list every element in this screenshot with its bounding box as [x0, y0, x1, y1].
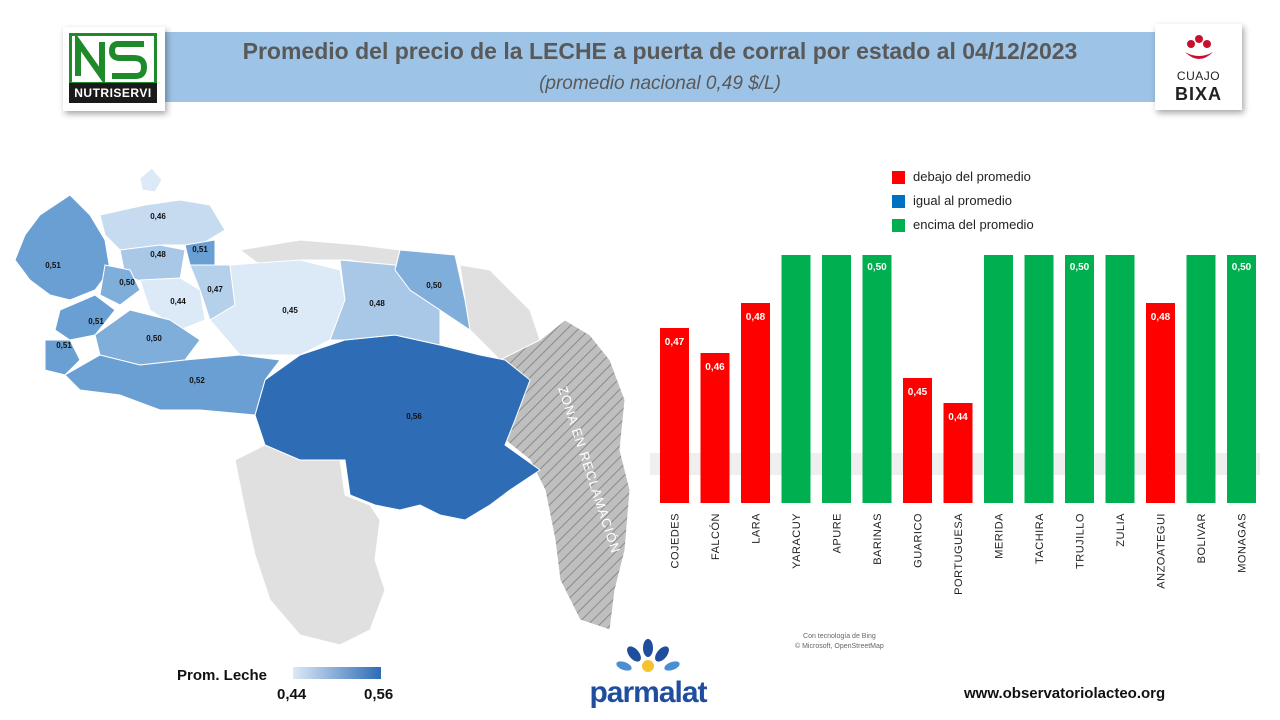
legend-label-above: encima del promedio — [913, 217, 1034, 232]
bar-barinas — [862, 255, 892, 503]
color-scale-bar — [293, 667, 381, 679]
category-label-trujillo: TRUJILLO — [1075, 513, 1087, 569]
bar-label-guarico: 0,45 — [908, 387, 928, 398]
cuajo-text: CUAJO — [1176, 69, 1221, 83]
bar-label-barinas: 0,50 — [867, 262, 887, 273]
bar-label-trujillo: 0,50 — [1070, 262, 1090, 273]
bar-guarico — [903, 378, 932, 503]
bar-trujillo — [1065, 255, 1094, 503]
map-value-anzoategui: 0,48 — [369, 299, 385, 308]
map-value-merida: 0,51 — [88, 317, 104, 326]
map-value-yaracuy: 0,51 — [192, 245, 208, 254]
website-url: www.observatoriolacteo.org — [964, 685, 1166, 702]
bar-apure — [822, 255, 851, 503]
parmalat-wordmark: parmalat — [589, 676, 707, 709]
category-label-bolivar: BOLIVAR — [1196, 513, 1208, 563]
bar-tachira — [1024, 255, 1054, 503]
map-state-apure — [64, 354, 281, 416]
map-value-monagas: 0,50 — [426, 281, 442, 290]
legend-swatch-equal — [892, 195, 905, 208]
bixa-text: BIXA — [1174, 84, 1222, 104]
legend-swatch-below — [892, 171, 905, 184]
map-credit-line1: Con tecnología de Bing — [803, 633, 876, 640]
bar-chart: 0,47COJEDES0,46FALCÓN0,48LARA0,51YARACUY… — [650, 255, 1260, 595]
nutriservi-logo: NUTRISERVI — [63, 27, 165, 111]
category-label-guarico: GUARICO — [913, 513, 925, 568]
bar-merida — [984, 255, 1013, 503]
bar-falcón — [700, 353, 730, 503]
scale-max: 0,56 — [364, 686, 394, 703]
legend-swatch-above — [892, 219, 905, 232]
category-label-tachira: TACHIRA — [1034, 513, 1046, 564]
bar-zulia — [1105, 255, 1135, 503]
bar-label-lara: 0,48 — [746, 312, 766, 323]
bar-label-monagas: 0,50 — [1232, 262, 1252, 273]
map-value-falcon: 0,46 — [150, 212, 166, 221]
map-state-portuguesa — [139, 277, 206, 331]
map-value-guarico: 0,45 — [282, 306, 298, 315]
map-state-tachira — [44, 339, 81, 376]
bar-yaracuy — [781, 255, 811, 503]
bixa-flower-icon — [1185, 35, 1213, 59]
parmalat-logo: parmalat — [578, 638, 718, 710]
category-label-merida: MERIDA — [994, 513, 1006, 559]
map-state-guarico — [209, 259, 346, 356]
map-value-barinas: 0,50 — [146, 334, 162, 343]
bar-label-cojedes: 0,47 — [665, 337, 685, 348]
map-value-cojedes: 0,47 — [207, 285, 223, 294]
scale-title: Prom. Leche — [177, 667, 268, 684]
bar-label-portuguesa: 0,44 — [948, 412, 968, 423]
map-state-trujillo — [99, 264, 141, 306]
bar-anzoategui — [1146, 303, 1175, 503]
bar-cojedes — [660, 328, 689, 503]
map-zona-reclamacion — [499, 319, 631, 631]
header-band — [165, 32, 1155, 102]
category-label-yaracuy: YARACUY — [791, 513, 803, 569]
parmalat-flower-icon — [616, 639, 680, 672]
bar-portuguesa — [943, 403, 973, 503]
map-value-tachira: 0,51 — [56, 341, 72, 350]
map-state-nueva-esparta — [139, 167, 163, 193]
cuajo-bixa-logo: CUAJO BIXA — [1155, 24, 1242, 110]
category-label-portuguesa: PORTUGUESA — [953, 513, 965, 595]
bar-label-anzoategui: 0,48 — [1151, 312, 1171, 323]
category-label-cojedes: COJEDES — [670, 513, 682, 568]
bar-lara — [741, 303, 770, 503]
map-credit-line2: © Microsoft, OpenStreetMap — [795, 643, 884, 650]
map-value-apure: 0,52 — [189, 376, 205, 385]
category-label-anzoategui: ANZOATEGUI — [1156, 513, 1168, 589]
category-label-barinas: BARINAS — [872, 513, 884, 565]
page-title: Promedio del precio de la LECHE a puerta… — [242, 38, 1078, 64]
category-label-zulia: ZULIA — [1115, 513, 1127, 547]
category-label-apure: APURE — [832, 513, 844, 553]
map-state-monagas — [394, 249, 471, 332]
map-value-bolivar: 0,56 — [406, 412, 422, 421]
bar-monagas — [1227, 255, 1256, 503]
bar-bolivar — [1186, 255, 1216, 503]
map-value-lara: 0,48 — [150, 250, 166, 259]
scale-min: 0,44 — [277, 686, 307, 703]
bar-label-falcón: 0,46 — [705, 362, 725, 373]
map-value-portuguesa: 0,44 — [170, 297, 186, 306]
page-subtitle: (promedio nacional 0,49 $/L) — [539, 73, 781, 94]
legend-label-below: debajo del promedio — [913, 169, 1031, 184]
map-value-trujillo: 0,50 — [119, 278, 135, 287]
ns-monogram-icon — [69, 32, 157, 86]
map-state-zulia — [14, 194, 111, 301]
map-credit: Con tecnología de Bing © Microsoft, Open… — [795, 632, 884, 652]
category-label-monagas: MONAGAS — [1237, 513, 1249, 573]
legend-label-equal: igual al promedio — [913, 193, 1013, 208]
map-value-zulia: 0,51 — [45, 261, 61, 270]
map-state-falcon — [99, 199, 226, 251]
venezuela-map: 0,46 0,48 0,51 0,51 0,50 0,44 0,47 0,45 … — [14, 167, 631, 646]
nutriservi-wordmark: NUTRISERVI — [69, 83, 157, 103]
category-label-lara: LARA — [751, 513, 763, 544]
category-label-falcón: FALCÓN — [709, 513, 722, 560]
